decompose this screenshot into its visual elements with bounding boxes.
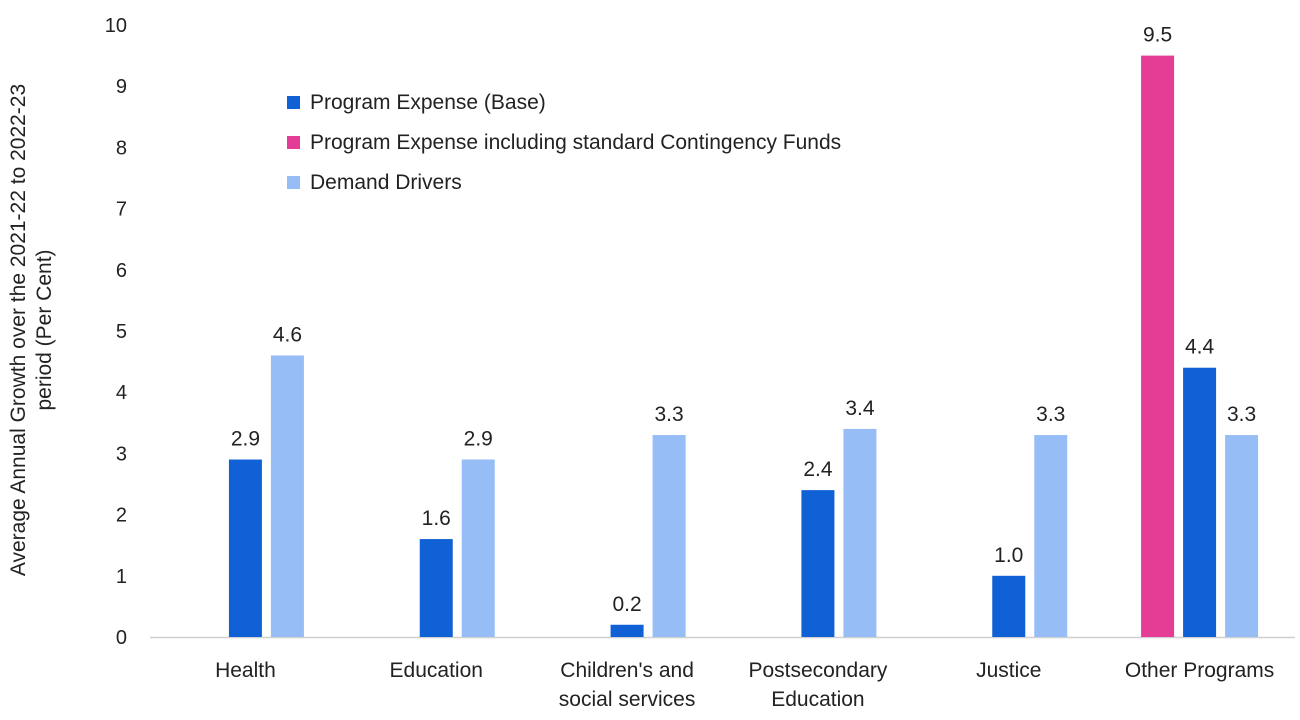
y-tick-label: 4	[116, 382, 127, 404]
y-tick-label: 7	[116, 199, 127, 221]
y-tick-label: 3	[116, 443, 127, 465]
x-category-label: Education	[390, 659, 483, 682]
y-axis-title: period (Per Cent)	[33, 249, 56, 410]
data-label: 2.4	[803, 458, 833, 481]
legend-swatch-0	[287, 96, 300, 109]
data-label: 4.4	[1185, 336, 1215, 359]
bar-base-1	[419, 539, 453, 637]
bar-demand-4	[1034, 435, 1068, 637]
legend-label: Demand Drivers	[310, 171, 462, 194]
bar-base-3	[801, 490, 835, 637]
y-tick-label: 6	[116, 260, 127, 282]
data-label: 9.5	[1143, 24, 1172, 47]
data-label: 3.3	[1227, 403, 1256, 426]
y-tick-label: 0	[116, 627, 127, 649]
data-label: 2.9	[231, 428, 260, 451]
bar-base-5	[1183, 367, 1217, 637]
data-label: 3.3	[654, 403, 683, 426]
y-tick-label: 10	[105, 15, 127, 37]
x-category-label: Postsecondary	[748, 659, 887, 682]
y-tick-label: 8	[116, 137, 127, 159]
x-category-label: Other Programs	[1125, 659, 1274, 682]
bar-demand-3	[843, 428, 877, 637]
y-tick-label: 9	[116, 76, 127, 98]
y-axis-title: Average Annual Growth over the 2021-22 t…	[7, 84, 30, 576]
bar-demand-1	[461, 459, 495, 637]
data-label: 1.6	[422, 507, 451, 530]
bar-demand-0	[270, 355, 304, 637]
legend-swatch-1	[287, 136, 300, 149]
legend-label: Program Expense including standard Conti…	[310, 131, 841, 154]
x-category-label: Justice	[976, 659, 1041, 682]
data-label: 3.4	[845, 397, 875, 420]
legend-swatch-2	[287, 176, 300, 189]
x-category-label: social services	[559, 688, 696, 711]
data-label: 3.3	[1036, 403, 1065, 426]
bar-base-2	[610, 624, 644, 637]
data-label: 2.9	[464, 428, 493, 451]
bar-demand-5	[1225, 435, 1259, 637]
y-tick-label: 1	[116, 566, 127, 588]
x-category-label: Education	[771, 688, 864, 711]
x-category-label: Health	[215, 659, 276, 682]
bar-contingency-5	[1141, 55, 1175, 638]
data-label: 4.6	[273, 323, 302, 346]
data-label: 1.0	[994, 544, 1023, 567]
data-label: 0.2	[612, 593, 641, 616]
bar-base-0	[228, 459, 262, 637]
y-tick-label: 5	[116, 321, 127, 343]
legend-label: Program Expense (Base)	[310, 91, 546, 114]
x-category-label: Children's and	[560, 659, 694, 682]
bar-demand-2	[652, 435, 686, 637]
bar-base-4	[992, 575, 1026, 637]
y-tick-label: 2	[116, 505, 127, 527]
